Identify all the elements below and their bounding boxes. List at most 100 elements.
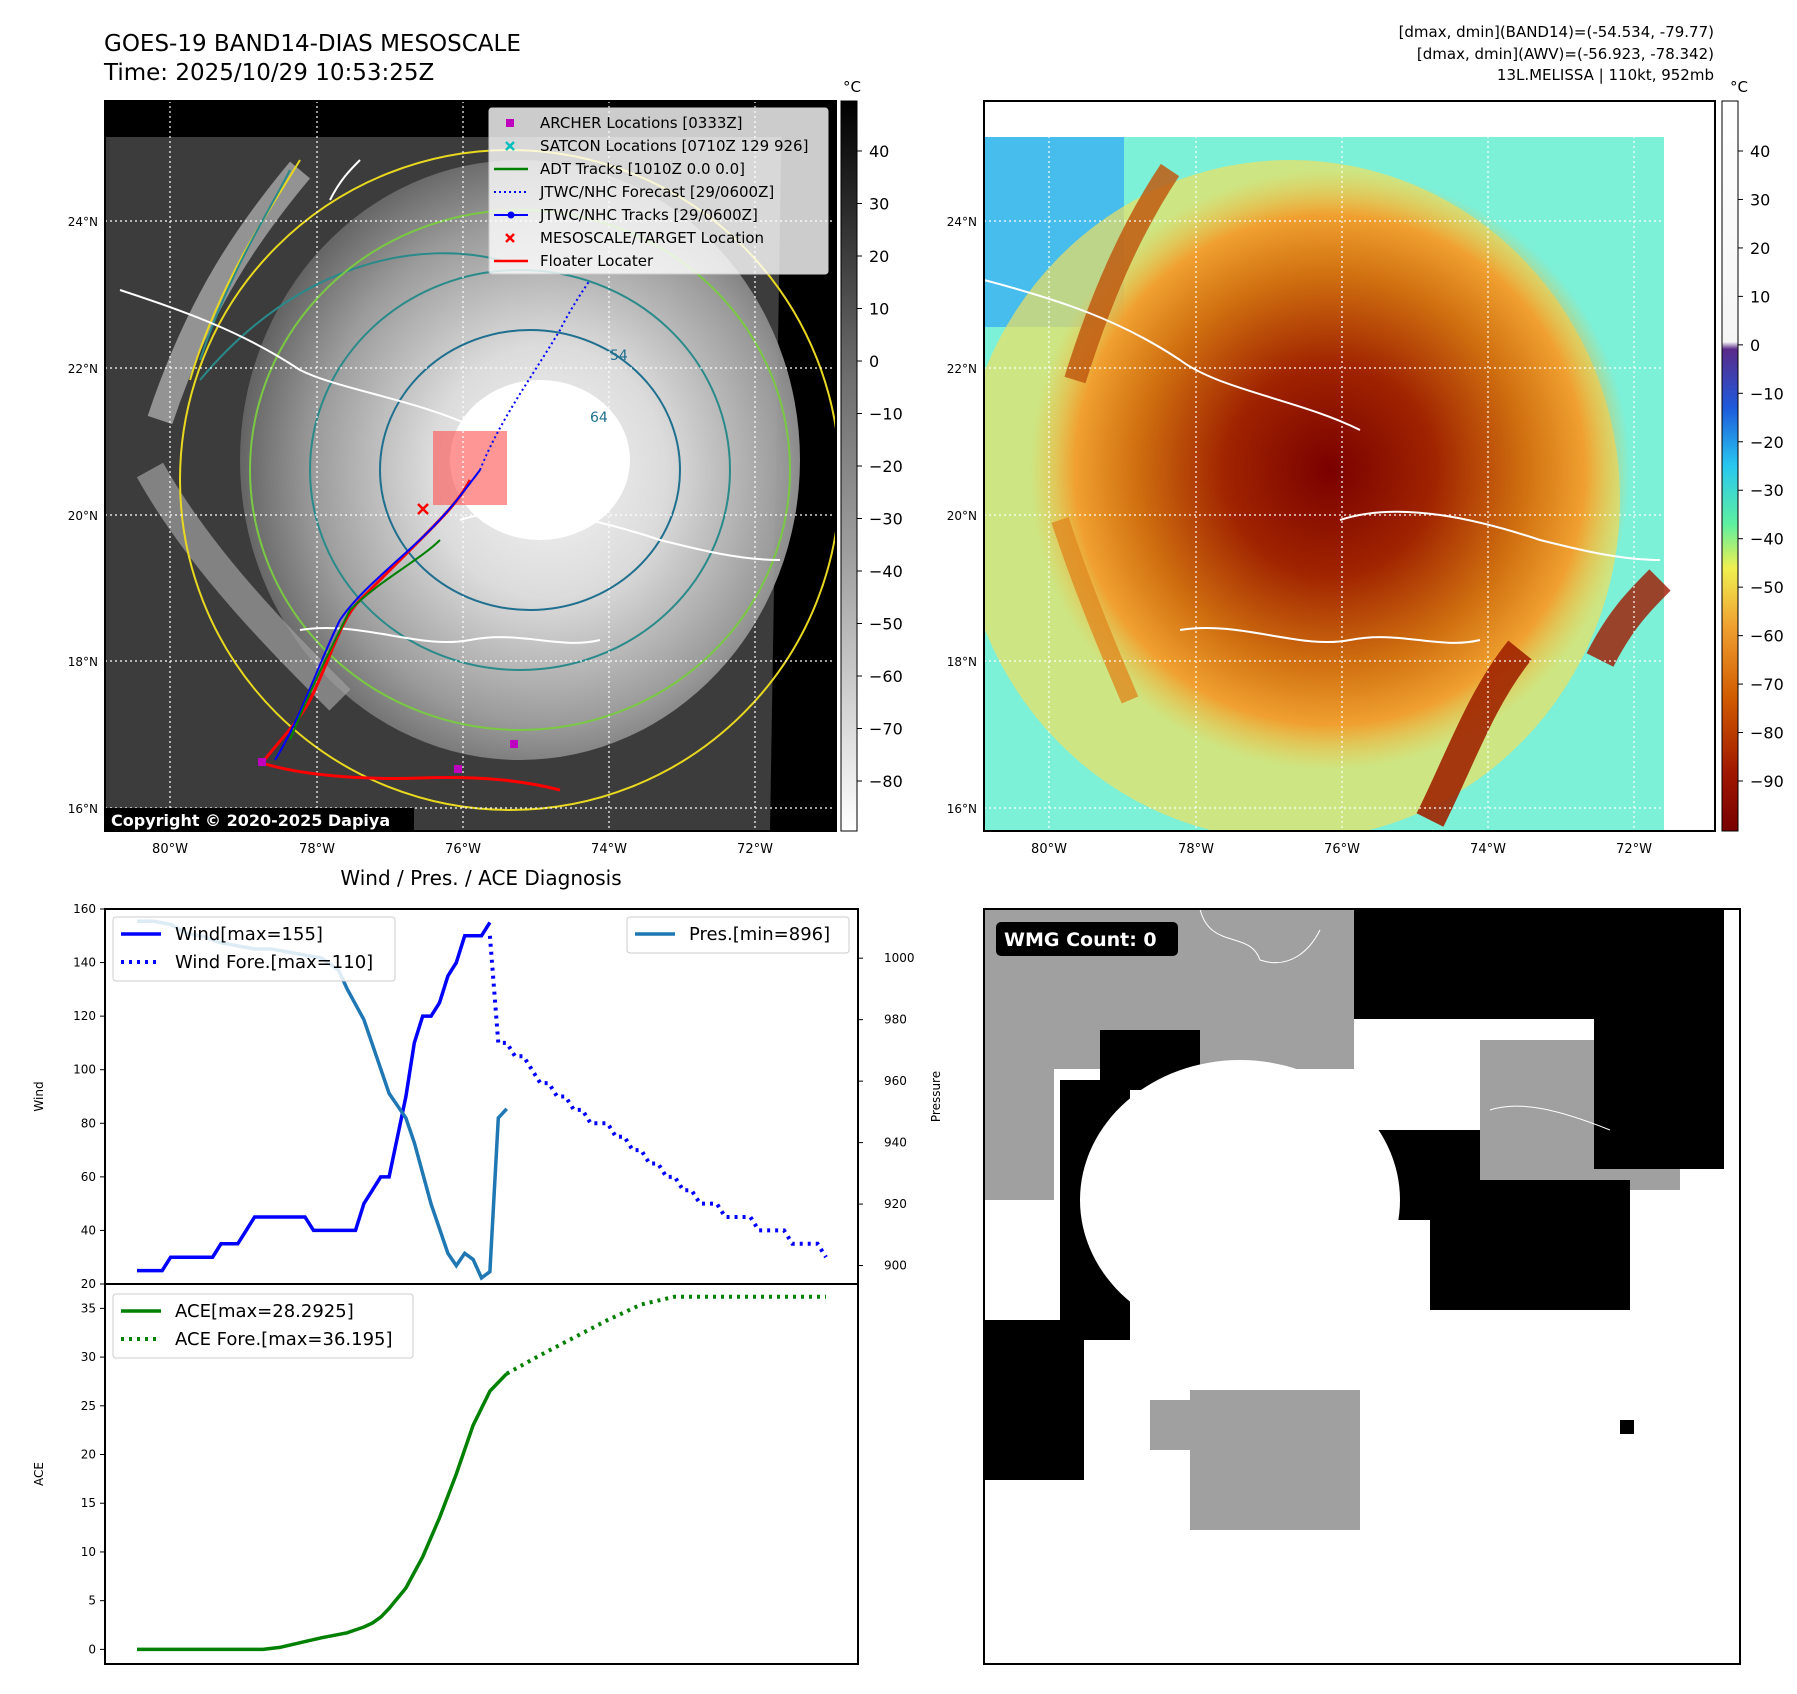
map-lon-tick: 78°W xyxy=(299,842,335,857)
colorbar-tick-label: 30 xyxy=(869,195,889,214)
legend-label: ACE[max=28.2925] xyxy=(175,1301,354,1322)
stats-line-3: 13L.MELISSA | 110kt, 952mb xyxy=(1497,66,1714,84)
colorbar-tick-label: −30 xyxy=(1750,481,1784,500)
wmg-count-label: WMG Count: 0 xyxy=(1004,929,1157,951)
awv-coastline xyxy=(1179,626,1481,644)
map-lat-tick: 16°N xyxy=(947,802,977,816)
legend-label: MESOSCALE/TARGET Location xyxy=(540,229,764,247)
awv-storm xyxy=(1030,170,1630,770)
legend-label: Wind[max=155] xyxy=(175,924,323,945)
y-tick-label: 80 xyxy=(81,1116,96,1130)
ir-map-nodata-right xyxy=(770,101,836,831)
jtwc-track xyxy=(274,469,481,761)
y-right-tick-label: 940 xyxy=(884,1136,907,1150)
colorbar-tick-label: −20 xyxy=(1750,433,1784,452)
awv-gridlines xyxy=(984,101,1715,831)
wmg-black-region xyxy=(984,909,1724,1480)
copyright-label: Copyright © 2020-2025 Dapiya xyxy=(111,811,390,830)
series-line xyxy=(505,1294,826,1376)
ir-coastline xyxy=(459,510,781,561)
map-lat-tick: 20°N xyxy=(947,509,977,523)
map-legend xyxy=(488,107,829,275)
y-tick-label: 15 xyxy=(81,1496,96,1510)
map-lat-tick: 18°N xyxy=(68,655,98,669)
ir-colorbar-bar xyxy=(840,100,858,832)
colorbar-tick-label: −90 xyxy=(1750,772,1784,791)
y-tick-label: 100 xyxy=(73,1063,96,1077)
y-right-tick-label: 1000 xyxy=(884,951,915,965)
copyright-box xyxy=(106,808,414,831)
awv-coastline xyxy=(1339,510,1661,561)
wmg-frame xyxy=(983,908,1741,1665)
colorbar-tick-label: −40 xyxy=(1750,530,1784,549)
wmg-panel: WMG Count: 0 xyxy=(983,908,1741,1665)
contour-label: 64 xyxy=(590,410,608,426)
adt-track xyxy=(289,539,441,741)
y-right-tick-label: 960 xyxy=(884,1074,907,1088)
colorbar-tick-label: −40 xyxy=(869,562,903,581)
colorbar-tick-label: −50 xyxy=(869,615,903,634)
map-lon-tick: 72°W xyxy=(737,842,773,857)
colorbar-tick-label: 20 xyxy=(1750,239,1770,258)
y-tick-label: 35 xyxy=(81,1301,96,1315)
wmg-count-box xyxy=(996,922,1178,956)
colorbar-tick-label: 40 xyxy=(869,142,889,161)
colorbar-tick-label: 0 xyxy=(869,352,879,371)
ace-legend xyxy=(112,1293,414,1359)
map-lon-tick: 80°W xyxy=(1031,842,1067,857)
colorbar-tick-label: 30 xyxy=(1750,190,1770,209)
y-right-tick-label: 900 xyxy=(884,1259,907,1273)
y-tick-label: 120 xyxy=(73,1009,96,1023)
ir-map-frame xyxy=(104,100,837,832)
legend-label: Floater Locater xyxy=(540,252,654,270)
legend-label: ACE Fore.[max=36.195] xyxy=(175,1329,393,1350)
y-tick-label: 25 xyxy=(81,1399,96,1413)
colorbar-tick-label: 10 xyxy=(1750,287,1770,306)
map-tick-labels: 80°W 78°W 76°W 74°W 72°W 24°N 22°N 20°N 18°N 16°N… xyxy=(68,215,1652,857)
y-tick-label: 60 xyxy=(81,1170,96,1184)
series-line xyxy=(137,921,492,1273)
y-tick-label: 0 xyxy=(88,1642,96,1656)
legend-marker xyxy=(506,119,514,127)
awv-map-frame xyxy=(983,100,1716,832)
wind-legend xyxy=(112,916,396,982)
legend-label: Pres.[min=896] xyxy=(689,924,830,945)
stats-line-1: [dmax, dmin](BAND14)=(-54.534, -79.77) xyxy=(1399,23,1714,41)
ir-contour xyxy=(379,329,681,611)
colorbar-tick-label: −80 xyxy=(869,772,903,791)
map-lon-tick: 74°W xyxy=(1470,842,1506,857)
figure-time: Time: 2025/10/29 10:53:25Z xyxy=(103,60,434,86)
ir-coastline xyxy=(119,289,481,431)
map-lon-tick: 74°W xyxy=(591,842,627,857)
archer-location-marker xyxy=(258,758,266,766)
ir-coastline xyxy=(299,626,601,644)
map-lat-tick: 20°N xyxy=(68,509,98,523)
wmg-white-region xyxy=(1080,1060,1400,1340)
awv-map-panel xyxy=(983,100,1716,832)
y-axis-label: ACE xyxy=(32,1462,46,1486)
colorbar-tick-label: −20 xyxy=(869,457,903,476)
ir-map-panel: Copyright © 2020-2025 Dapiya 54 64 ARCHE… xyxy=(104,100,837,832)
map-lon-tick: 76°W xyxy=(1324,842,1360,857)
archer-location-marker xyxy=(454,765,462,773)
ir-coastline xyxy=(329,159,361,201)
map-lat-tick: 18°N xyxy=(947,655,977,669)
y-tick-label: 5 xyxy=(88,1594,96,1608)
colorbar-tick-label: 0 xyxy=(1750,336,1760,355)
wind-pressure-chart: 20 40 60 80 100 120 140 160 900 920 940 960 980 1000 W… xyxy=(32,902,943,1291)
mesoscale-target-marker xyxy=(417,503,429,515)
pressure-legend xyxy=(626,916,850,954)
map-lon-tick: 76°W xyxy=(445,842,481,857)
contour-label: 54 xyxy=(610,348,628,364)
archer-location-marker xyxy=(510,740,518,748)
colorbar-tick-label: −60 xyxy=(1750,627,1784,646)
wmg-coastline xyxy=(1489,1105,1611,1131)
ir-colorbar: °C 40 30 20 10 0 −10 −20 −30 −40 −50 −60 −70 −80 xyxy=(840,78,903,832)
colorbar-tick-label: −70 xyxy=(869,720,903,739)
map-lat-tick: 24°N xyxy=(947,215,977,229)
map-lat-tick: 16°N xyxy=(68,802,98,816)
map-lat-tick: 22°N xyxy=(947,362,977,376)
series-line xyxy=(137,1372,508,1652)
